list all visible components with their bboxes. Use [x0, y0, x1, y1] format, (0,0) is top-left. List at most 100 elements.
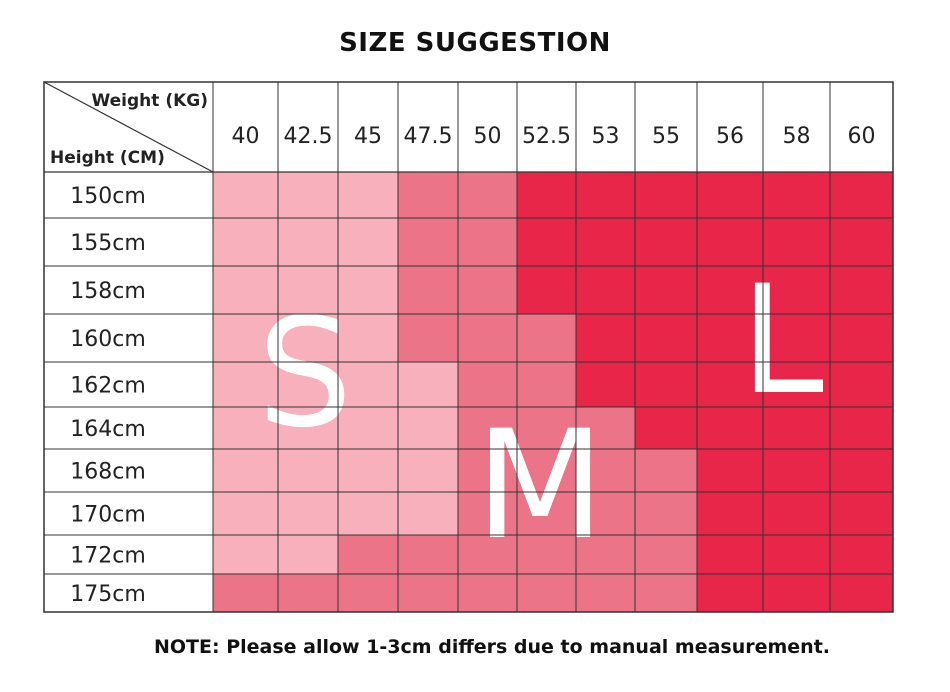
size-cell: [830, 362, 893, 407]
size-cell: [830, 314, 893, 362]
size-cell: [576, 449, 635, 492]
size-cell: [763, 172, 830, 218]
table-border: [43, 81, 894, 613]
size-cell: [763, 266, 830, 314]
size-cell: [398, 172, 458, 218]
size-cell: [398, 449, 458, 492]
size-cell: [576, 266, 635, 314]
size-cell: [338, 407, 398, 449]
text-layer: Weight (KG) Height (CM) 40 42.5 45 47.5 50 52.5…: [50, 91, 876, 607]
size-cell: [278, 266, 338, 314]
page-title: SIZE SUGGESTION: [339, 28, 611, 58]
size-cell: [338, 449, 398, 492]
size-cell: [398, 362, 458, 407]
size-cell: [458, 535, 517, 574]
weight-tick-label: 47.5: [404, 124, 453, 149]
size-cell: [763, 362, 830, 407]
weight-tick-label: 52.5: [522, 124, 571, 149]
size-cell: [278, 492, 338, 535]
height-tick-label: 168cm: [70, 460, 146, 485]
region-label-m: M: [475, 399, 604, 573]
height-tick-label: 172cm: [70, 544, 146, 569]
size-cell: [213, 362, 278, 407]
size-cell: [278, 172, 338, 218]
size-cell: [763, 314, 830, 362]
height-tick-label: 158cm: [70, 279, 146, 304]
size-cell: [830, 449, 893, 492]
size-cell: [213, 574, 278, 612]
size-cell: [697, 492, 763, 535]
size-cell: [697, 314, 763, 362]
size-cell: [576, 218, 635, 266]
cells-layer: [213, 172, 893, 612]
size-cell: [458, 218, 517, 266]
size-cell: [697, 407, 763, 449]
size-cell: [830, 574, 893, 612]
grid-layer: [43, 81, 894, 613]
height-tick-label: 162cm: [70, 374, 146, 399]
size-cell: [338, 218, 398, 266]
size-cell: [398, 218, 458, 266]
size-cell: [517, 172, 576, 218]
size-cell: [338, 314, 398, 362]
size-cell: [763, 218, 830, 266]
weight-axis-label: Weight (KG): [92, 91, 209, 111]
height-axis-label: Height (CM): [50, 148, 165, 168]
size-cell: [458, 266, 517, 314]
size-cell: [458, 314, 517, 362]
region-label-s: S: [257, 287, 352, 461]
size-cell: [635, 407, 697, 449]
size-cell: [458, 492, 517, 535]
height-tick-label: 155cm: [70, 231, 146, 256]
size-cell: [278, 535, 338, 574]
size-cell: [517, 449, 576, 492]
height-tick-label: 150cm: [70, 184, 146, 209]
header-diagonal: [43, 81, 214, 173]
size-cell: [398, 535, 458, 574]
size-cell: [517, 218, 576, 266]
weight-tick-label: 60: [848, 124, 876, 149]
size-cell: [517, 407, 576, 449]
size-cell: [635, 218, 697, 266]
weight-tick-label: 42.5: [284, 124, 333, 149]
size-cell: [697, 266, 763, 314]
height-tick-label: 170cm: [70, 503, 146, 528]
weight-tick-label: 40: [232, 124, 260, 149]
size-cell: [576, 535, 635, 574]
size-cell: [278, 574, 338, 612]
size-cell: [278, 218, 338, 266]
height-tick-label: 160cm: [70, 327, 146, 352]
size-cell: [213, 314, 278, 362]
size-cell: [338, 362, 398, 407]
size-cell: [517, 535, 576, 574]
size-cell: [458, 362, 517, 407]
size-cell: [830, 535, 893, 574]
weight-tick-label: 58: [783, 124, 811, 149]
height-tick-label: 175cm: [70, 582, 146, 607]
weight-tick-label: 55: [652, 124, 680, 149]
size-cell: [517, 362, 576, 407]
measurement-note: NOTE: Please allow 1-3cm differs due to …: [153, 636, 831, 658]
size-cell: [213, 218, 278, 266]
weight-tick-label: 50: [474, 124, 502, 149]
size-cell: [635, 535, 697, 574]
size-cell: [213, 492, 278, 535]
size-cell: [398, 266, 458, 314]
size-cell: [763, 407, 830, 449]
size-cell: [830, 172, 893, 218]
size-cell: [213, 266, 278, 314]
size-cell: [697, 172, 763, 218]
size-cell: [338, 574, 398, 612]
size-cell: [458, 574, 517, 612]
size-cell: [635, 492, 697, 535]
size-cell: [830, 407, 893, 449]
size-cell: [697, 218, 763, 266]
size-cell: [763, 535, 830, 574]
size-cell: [398, 574, 458, 612]
size-cell: [830, 218, 893, 266]
size-cell: [398, 492, 458, 535]
size-cell: [213, 172, 278, 218]
size-cell: [763, 492, 830, 535]
size-cell: [517, 492, 576, 535]
